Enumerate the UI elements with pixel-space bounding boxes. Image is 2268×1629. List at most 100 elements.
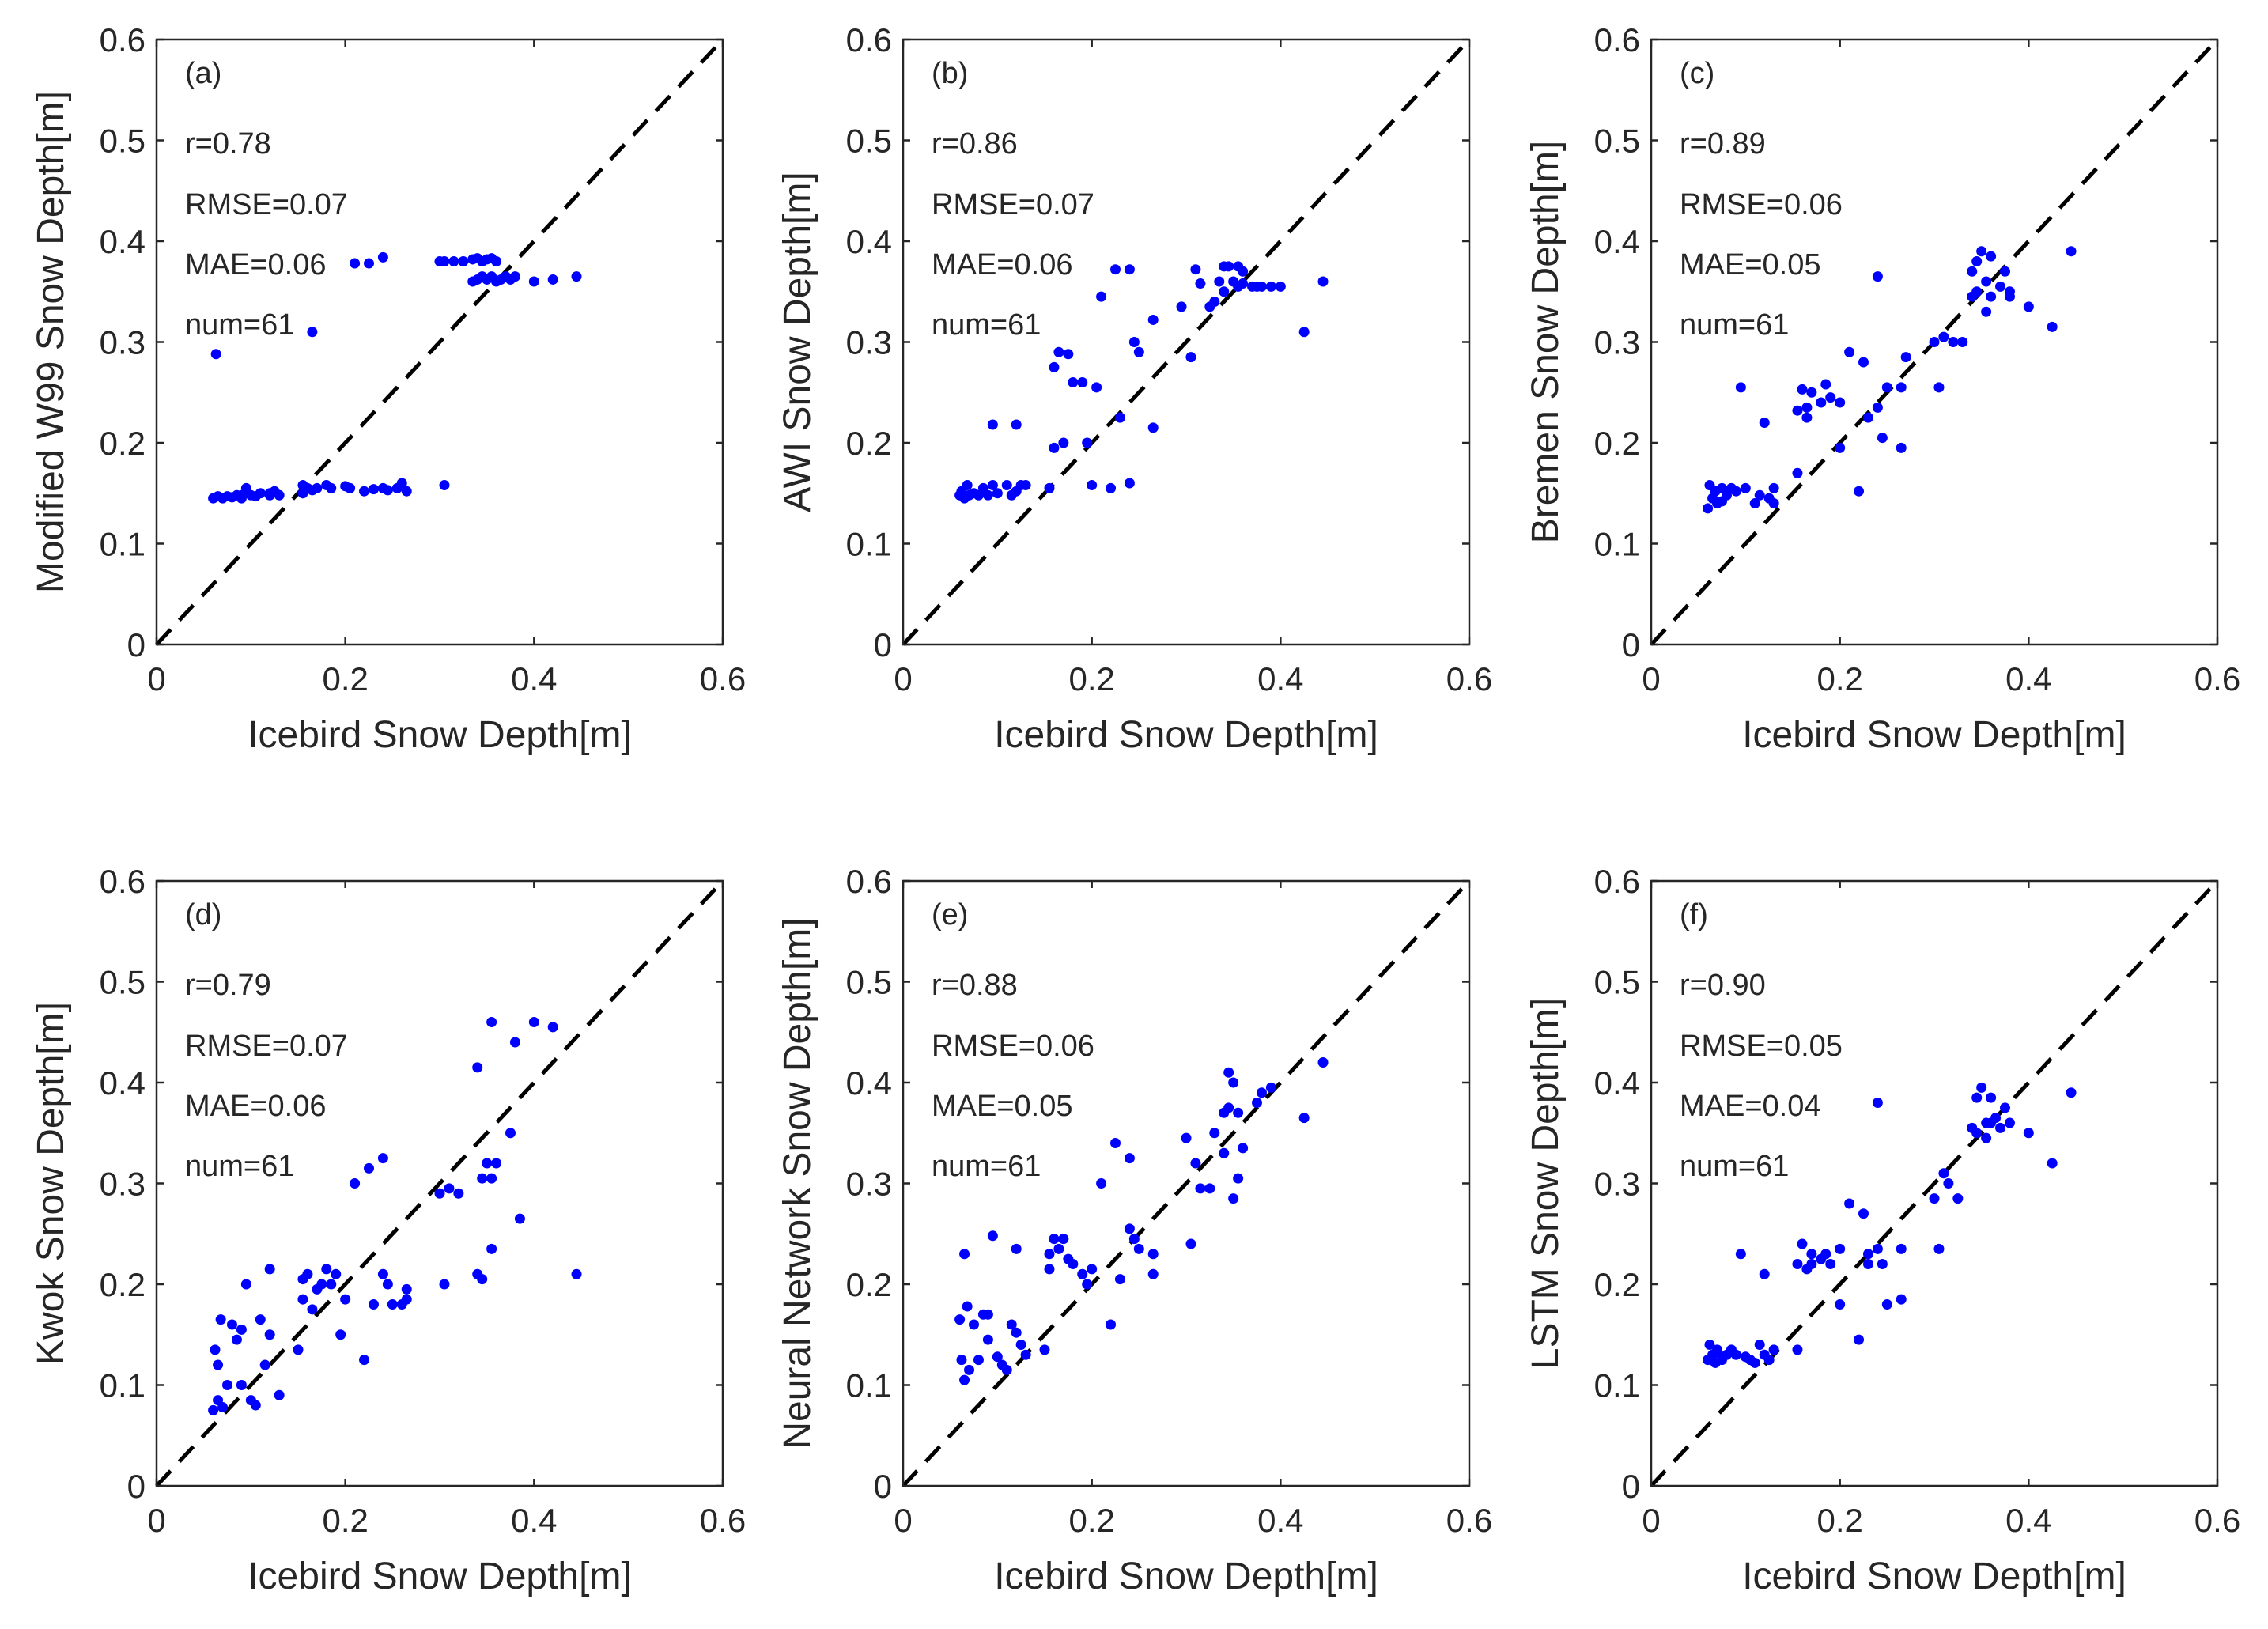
data-point	[1058, 1234, 1069, 1245]
data-point	[1768, 482, 1779, 493]
y-tick-label: 0.1	[1594, 526, 1640, 563]
data-point	[1792, 405, 1803, 416]
data-point	[1877, 1259, 1888, 1269]
data-point	[1228, 1193, 1239, 1204]
data-point	[1110, 264, 1121, 275]
data-point	[316, 1279, 327, 1290]
data-point	[264, 488, 275, 499]
data-point	[1298, 1113, 1310, 1124]
panel-d: 0 0.1 0.2 0.3 0.4 0.5 0.6 0 0.2 0.4 0.6 (d) r=0.79 RM…	[30, 863, 746, 1597]
data-point	[2000, 266, 2010, 277]
data-point	[1001, 480, 1012, 491]
data-point	[2023, 1128, 2034, 1139]
data-point	[264, 1264, 275, 1275]
x-tick-label: 0.2	[1816, 660, 1862, 697]
data-point	[1797, 1238, 1808, 1249]
data-point	[1176, 301, 1187, 312]
stat-annotation: num=61	[1680, 308, 1789, 342]
data-point	[1049, 361, 1060, 372]
data-point	[1128, 1234, 1140, 1245]
y-tick-label: 0.2	[100, 425, 146, 462]
data-point	[1806, 1249, 1817, 1260]
data-point	[297, 1294, 308, 1305]
x-tick-label: 0.6	[700, 660, 746, 697]
data-point	[1219, 1147, 1230, 1158]
y-tick-label: 0.4	[1594, 223, 1640, 260]
panel-label: (e)	[932, 898, 968, 932]
data-point	[364, 1162, 374, 1174]
data-point	[240, 1279, 251, 1290]
data-point	[1001, 1364, 1012, 1375]
data-point	[1981, 306, 1992, 317]
data-point	[458, 256, 469, 266]
data-point	[1077, 1268, 1088, 1279]
data-point	[486, 1017, 497, 1027]
stat-annotation: MAE=0.06	[932, 248, 1073, 282]
data-point	[1825, 1259, 1836, 1269]
stat-annotation: MAE=0.06	[185, 1090, 327, 1123]
data-point	[1730, 486, 1741, 497]
data-point	[1952, 1193, 1964, 1204]
data-point	[472, 1062, 483, 1073]
data-point	[434, 256, 445, 266]
x-tick-label: 0.2	[1816, 1502, 1862, 1539]
data-point	[1114, 1274, 1125, 1285]
data-point	[1020, 480, 1031, 491]
data-point	[2004, 286, 2015, 297]
x-tick-label: 0.4	[511, 1502, 557, 1539]
stat-annotation: r=0.90	[1680, 969, 1766, 1002]
stat-annotation: num=61	[185, 308, 294, 342]
x-axis-title: Icebird Snow Depth[m]	[994, 714, 1378, 756]
data-point	[1735, 382, 1746, 393]
data-point	[2000, 1102, 2010, 1113]
data-point	[1995, 281, 2006, 292]
data-point	[514, 1213, 525, 1224]
data-point	[1971, 256, 1983, 266]
data-point	[1816, 397, 1827, 408]
x-tick-label: 0	[1642, 660, 1660, 697]
y-tick-label: 0.4	[846, 223, 892, 260]
y-tick-label: 0.1	[100, 1367, 146, 1404]
data-point	[222, 1380, 232, 1390]
data-point	[1077, 377, 1088, 387]
data-point	[2047, 321, 2058, 332]
data-point	[1749, 1357, 1760, 1368]
y-tick-label: 0.1	[1594, 1367, 1640, 1404]
data-point	[1801, 412, 1813, 423]
stat-annotation: r=0.86	[932, 127, 1018, 161]
data-point	[1835, 442, 1846, 453]
data-point	[1044, 1249, 1055, 1260]
data-point	[1265, 1082, 1276, 1093]
data-point	[1862, 1259, 1873, 1269]
data-point	[321, 1264, 332, 1275]
data-point	[982, 1309, 993, 1320]
stat-annotation: r=0.79	[185, 969, 271, 1002]
data-point	[1190, 264, 1201, 275]
data-point	[1011, 419, 1022, 430]
data-point	[1806, 387, 1817, 398]
x-tick-label: 0	[894, 660, 912, 697]
data-point	[448, 256, 459, 266]
data-point	[1039, 1344, 1050, 1355]
data-point	[1219, 286, 1230, 297]
data-point	[1759, 1268, 1770, 1279]
data-point	[331, 1268, 342, 1279]
data-point	[377, 251, 388, 263]
data-point	[956, 1355, 967, 1366]
panel-label: (c)	[1680, 57, 1714, 90]
data-point	[959, 1249, 970, 1260]
data-point	[1981, 1132, 1992, 1143]
data-point	[377, 1268, 388, 1279]
data-point	[208, 1404, 219, 1415]
data-point	[364, 258, 374, 269]
data-point	[1835, 1299, 1846, 1310]
data-point	[1124, 1223, 1135, 1234]
data-point	[1185, 352, 1196, 363]
data-point	[1238, 266, 1249, 277]
data-point	[382, 485, 393, 496]
data-point	[486, 1173, 497, 1184]
y-tick-label: 0.4	[846, 1064, 892, 1102]
data-point	[1820, 379, 1831, 390]
data-point	[1858, 1208, 1869, 1219]
y-tick-label: 0.3	[100, 324, 146, 361]
